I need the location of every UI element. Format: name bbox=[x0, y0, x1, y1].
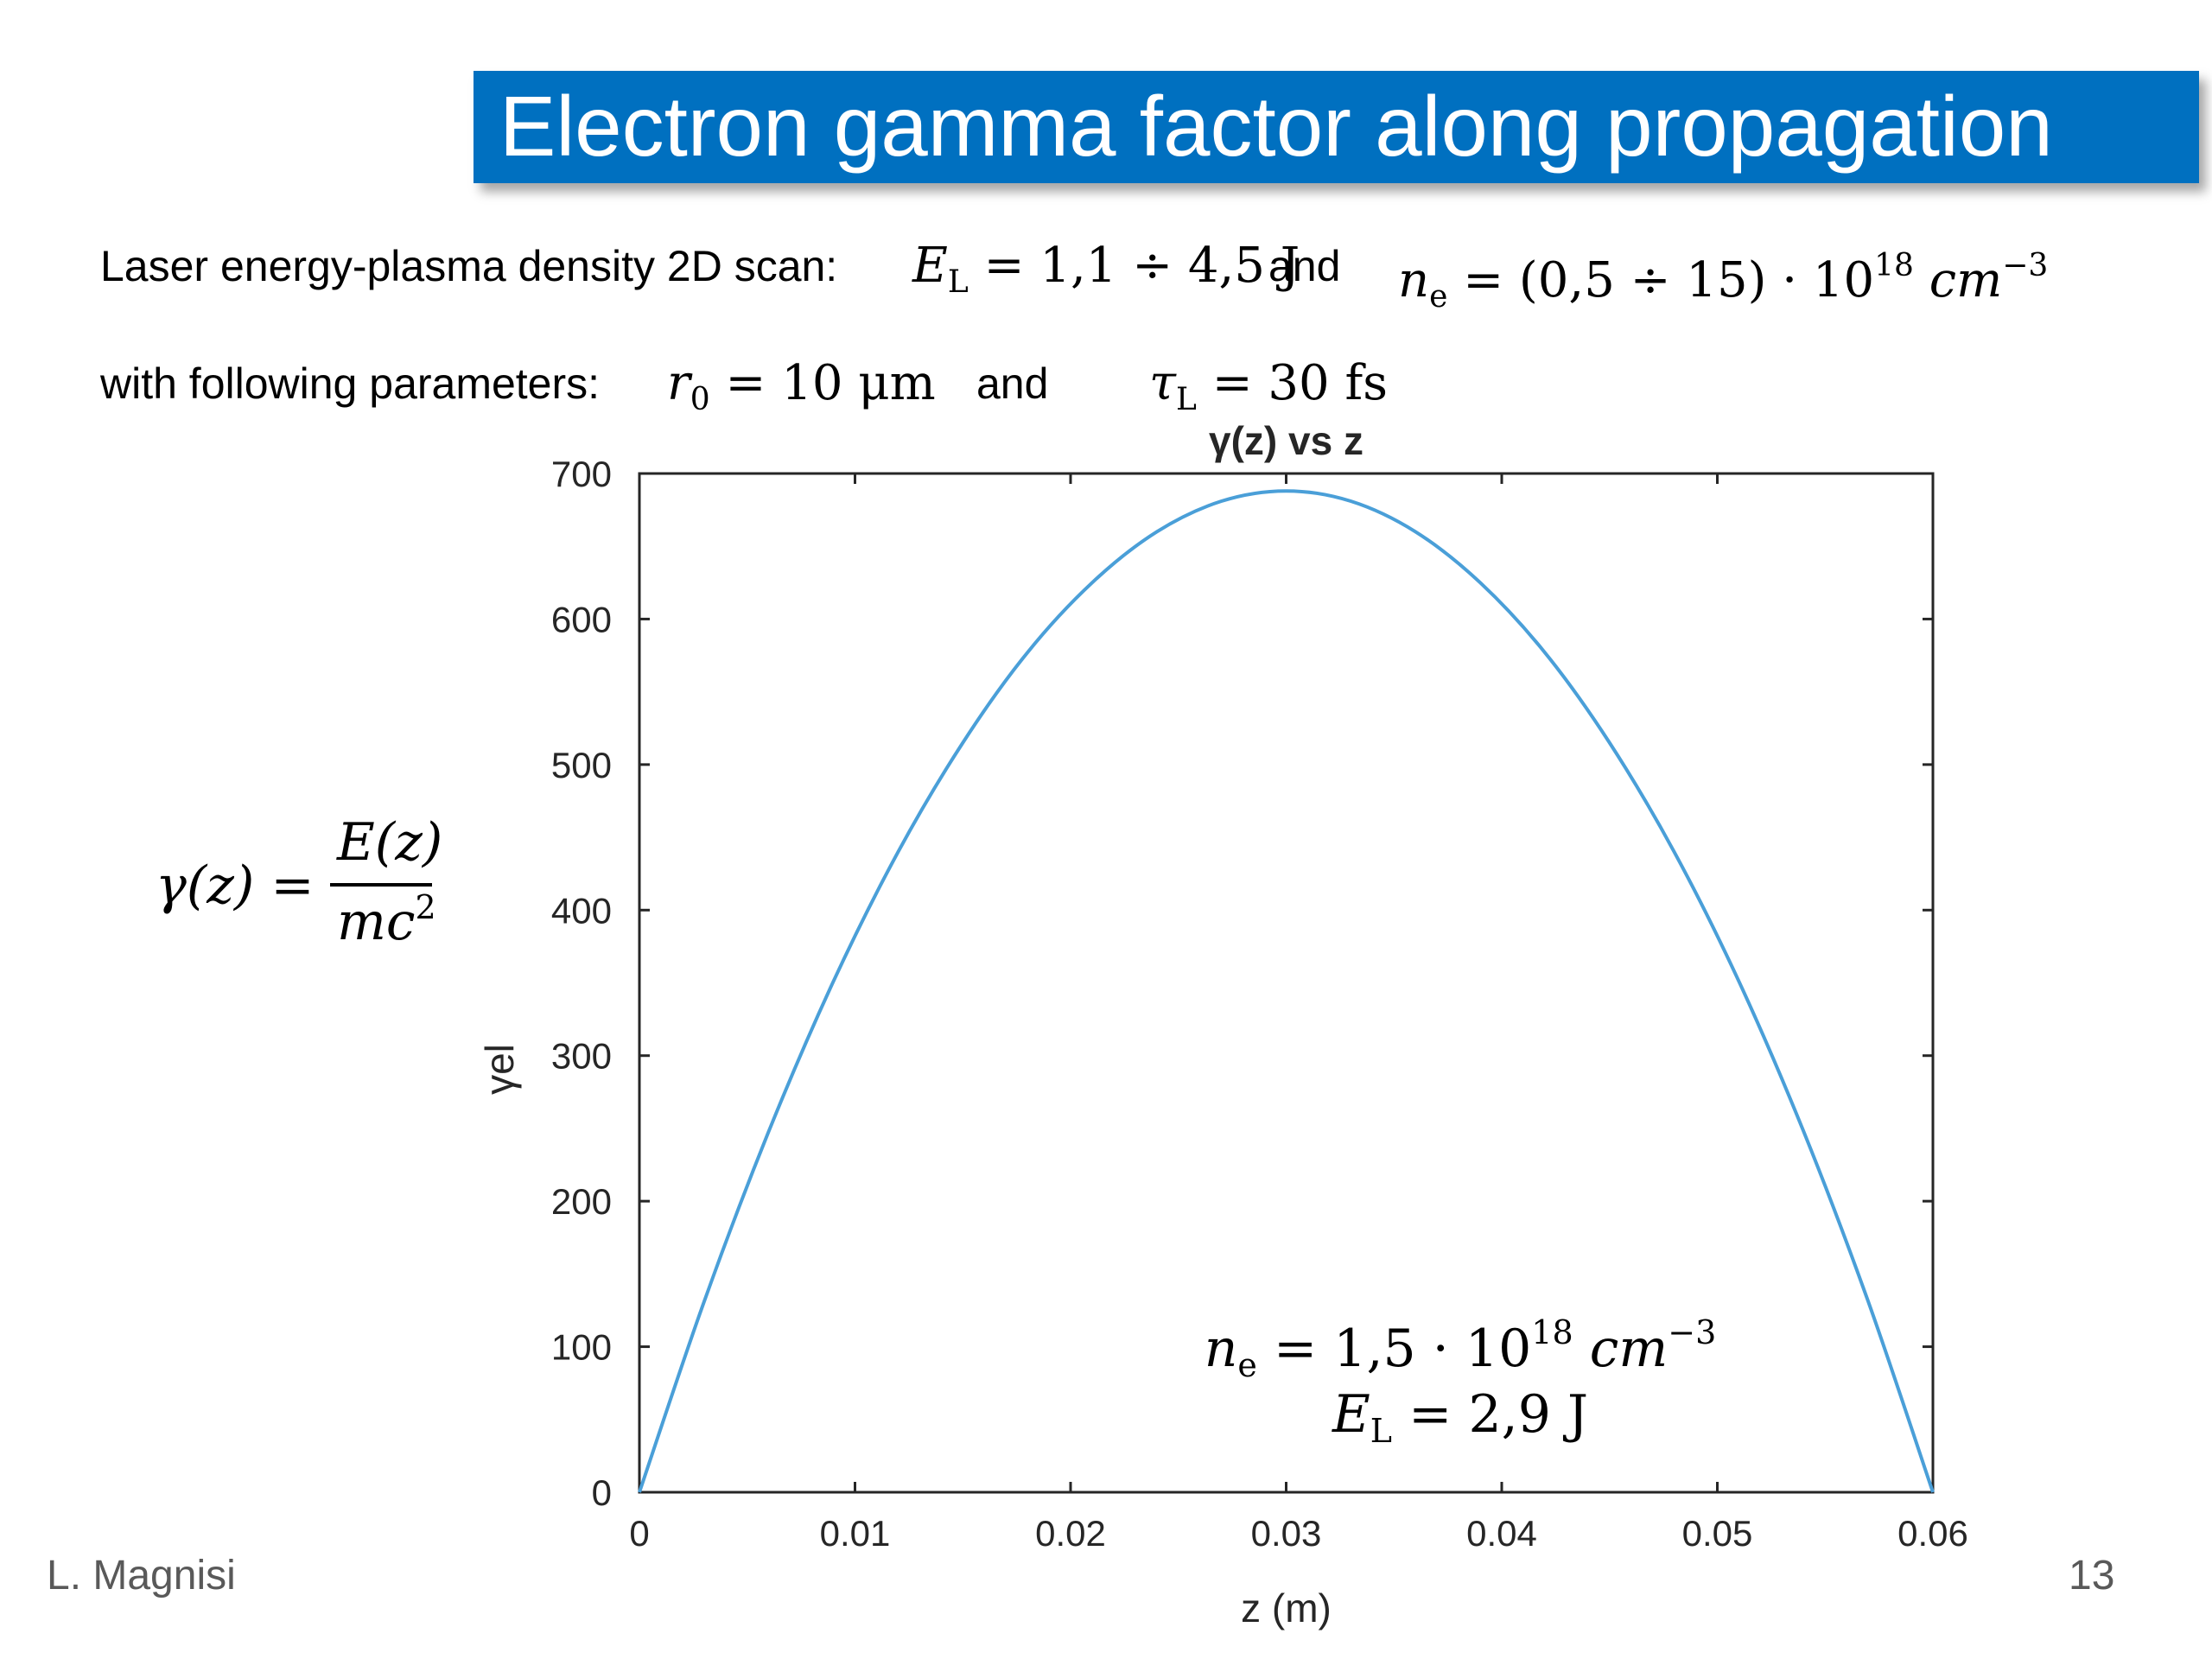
y-tick-label: 200 bbox=[551, 1181, 612, 1222]
plasma-density-range: ne = (0,5 ÷ 15) · 1018 cm−3 bbox=[1398, 232, 2048, 332]
x-tick-label: 0.02 bbox=[1035, 1513, 1106, 1554]
annotation-ne-symbol: n bbox=[1204, 1319, 1238, 1379]
denominator-base: mc bbox=[337, 892, 416, 952]
denominator-exp: 2 bbox=[415, 888, 436, 926]
tau-value: = 30 fs bbox=[1211, 355, 1388, 411]
r-symbol: r bbox=[667, 355, 690, 411]
laser-energy-range: EL = 1,1 ÷ 4,5 J bbox=[912, 232, 1300, 317]
x-tick-label: 0.03 bbox=[1251, 1513, 1322, 1554]
annotation-el-value: = 2,9 J bbox=[1408, 1384, 1588, 1445]
annotation-el-sub: L bbox=[1370, 1412, 1393, 1450]
parameters-label: with following parameters: bbox=[100, 359, 601, 408]
annotation-el-symbol: E bbox=[1332, 1384, 1370, 1445]
r-value: = 10 μm bbox=[725, 355, 936, 411]
plot-area bbox=[638, 472, 1935, 1494]
annotation-density: ne = 1,5 · 1018 cm−3 bbox=[1192, 1313, 1728, 1384]
annotation-ne-value: = 1,5 · 10 bbox=[1273, 1319, 1532, 1379]
pulse-duration-parameter: τL = 30 fs bbox=[1149, 349, 1388, 435]
ne-unit: cm bbox=[1929, 252, 2003, 308]
x-tick-label: 0.05 bbox=[1682, 1513, 1753, 1554]
x-tick-label: 0.01 bbox=[820, 1513, 891, 1554]
gamma-definition: γ(z) = E(z) mc2 bbox=[156, 812, 467, 952]
tau-symbol: τ bbox=[1149, 355, 1176, 411]
footer-author: L. Magnisi bbox=[47, 1553, 236, 1599]
r-sub: 0 bbox=[690, 382, 710, 417]
x-axis-label: z (m) bbox=[1241, 1586, 1332, 1630]
waist-parameter: r0 = 10 μm bbox=[667, 349, 936, 435]
y-tick-label: 0 bbox=[592, 1472, 612, 1513]
ne-unit-exp: −3 bbox=[2002, 248, 2049, 283]
annotation-ne-sub: e bbox=[1237, 1346, 1257, 1384]
gamma-numerator: E(z) bbox=[337, 812, 443, 873]
gamma-chart: 0 0.01 0.02 0.03 0.04 0.05 0.06 0 100 200 300 400 50… bbox=[477, 418, 1968, 1630]
annotation-ne-unit: cm bbox=[1589, 1319, 1669, 1379]
x-tick-label: 0.04 bbox=[1466, 1513, 1537, 1554]
ne-exp: 18 bbox=[1874, 248, 1914, 283]
y-tick-label: 100 bbox=[551, 1327, 612, 1368]
x-tick-label: 0 bbox=[629, 1513, 649, 1554]
chart-title: γ(z) vs z bbox=[1209, 418, 1363, 463]
el-sub: L bbox=[947, 264, 969, 300]
and-text-2: and bbox=[976, 359, 1049, 408]
ne-sub: e bbox=[1429, 279, 1448, 315]
y-tick-label: 500 bbox=[551, 745, 612, 785]
el-symbol: E bbox=[912, 238, 948, 294]
gamma-series-line bbox=[638, 489, 1935, 1493]
title-bar: Electron gamma factor along propagation bbox=[474, 71, 2199, 183]
page-number: 13 bbox=[2069, 1553, 2115, 1599]
and-text-1: and bbox=[1268, 242, 1341, 290]
y-axis-label: γel bbox=[477, 1044, 522, 1095]
density-energy-annotation: ne = 1,5 · 1018 cm−3 EL = 2,9 J bbox=[1192, 1313, 1728, 1452]
y-tick-label: 300 bbox=[551, 1036, 612, 1077]
annotation-ne-unit-exp: −3 bbox=[1668, 1313, 1717, 1351]
y-tick-label: 600 bbox=[551, 599, 612, 639]
y-tick-label: 700 bbox=[551, 454, 612, 494]
gamma-denominator: mc2 bbox=[337, 888, 436, 952]
annotation-ne-exp: 18 bbox=[1531, 1313, 1573, 1351]
gamma-lhs: γ(z) = bbox=[156, 855, 315, 916]
tau-sub: L bbox=[1175, 382, 1197, 417]
fraction-bar bbox=[330, 883, 432, 887]
scan-line: Laser energy-plasma density 2D scan: EL … bbox=[100, 232, 2191, 315]
ne-symbol: n bbox=[1398, 252, 1430, 308]
y-tick-label: 400 bbox=[551, 890, 612, 931]
parameters-line: with following parameters: r0 = 10 μm an… bbox=[100, 349, 2001, 418]
ne-value: = (0,5 ÷ 15) · 10 bbox=[1463, 252, 1875, 308]
el-value: = 1,1 ÷ 4,5 J bbox=[983, 238, 1300, 294]
scan-label: Laser energy-plasma density 2D scan: bbox=[100, 242, 838, 290]
x-tick-label: 0.06 bbox=[1897, 1513, 1968, 1554]
slide-title: Electron gamma factor along propagation bbox=[499, 79, 2053, 174]
annotation-energy: EL = 2,9 J bbox=[1192, 1384, 1728, 1450]
